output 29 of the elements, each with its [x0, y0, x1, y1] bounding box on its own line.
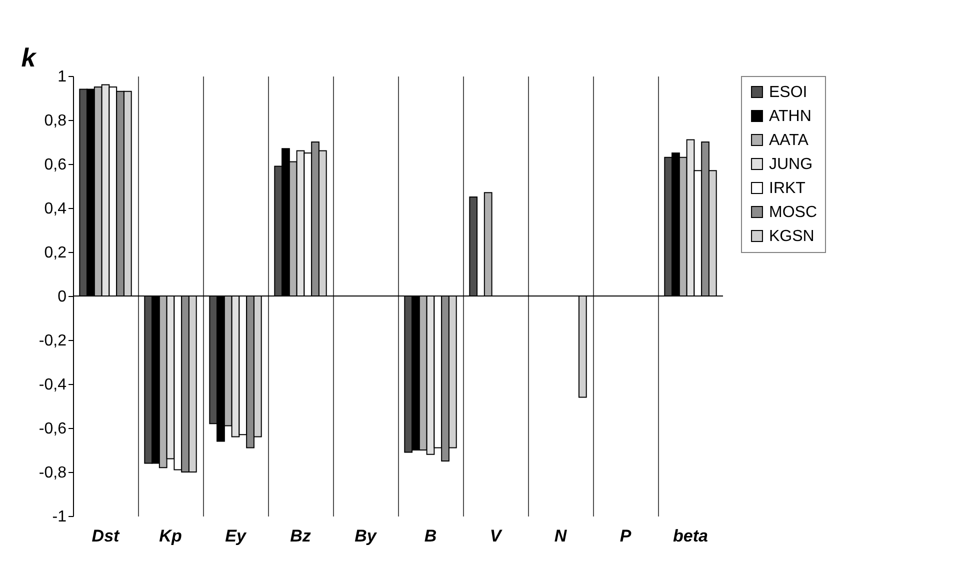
legend-label: JUNG — [769, 156, 813, 173]
y-tick-label: 0,4 — [44, 200, 67, 218]
x-tick-label: B — [424, 526, 437, 546]
legend-label: IRKT — [769, 180, 806, 197]
y-tick-label: -0,8 — [38, 464, 67, 482]
x-tick-label: Bz — [290, 526, 312, 546]
x-tick-label: Dst — [92, 526, 121, 546]
y-tick-label: 0,8 — [44, 112, 67, 130]
y-tick-label: -1 — [52, 508, 67, 526]
legend-label: ATHN — [769, 108, 812, 125]
x-tick-label: By — [354, 526, 378, 546]
y-axis-title: k — [21, 42, 38, 72]
x-tick-label: P — [620, 526, 632, 546]
x-tick-label: Ey — [225, 526, 248, 546]
x-tick-label: N — [554, 526, 568, 546]
y-tick-label: 1 — [58, 68, 67, 86]
legend-label: ESOI — [769, 84, 808, 101]
x-tick-label: beta — [673, 526, 708, 546]
x-tick-label: Kp — [159, 526, 182, 546]
y-tick-label: 0,2 — [44, 244, 67, 262]
y-tick-label: -0,2 — [38, 332, 67, 350]
legend-label: KGSN — [769, 228, 814, 245]
y-tick-label: -0,4 — [38, 376, 67, 394]
y-tick-label: 0 — [58, 288, 67, 306]
y-tick-label: 0,6 — [44, 156, 67, 174]
y-tick-label: -0,6 — [38, 420, 67, 438]
legend-label: AATA — [769, 132, 809, 149]
x-tick-label: V — [490, 526, 503, 546]
legend-label: MOSC — [769, 204, 817, 221]
